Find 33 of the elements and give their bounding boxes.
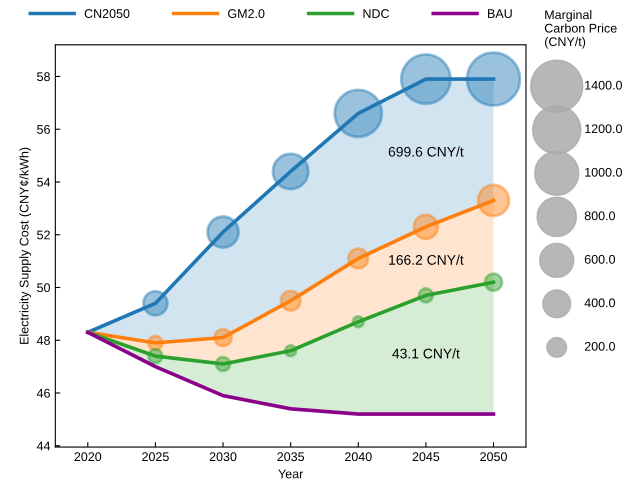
x-axis-title: Year bbox=[278, 470, 304, 478]
legend-label: 600.0 bbox=[584, 254, 616, 264]
legend-title: Marginal Carbon Price (CNY/t) bbox=[544, 10, 617, 49]
legend-label: 200.0 bbox=[584, 342, 616, 351]
y-tick-label: 50 bbox=[37, 283, 50, 292]
line-series bbox=[86, 330, 496, 416]
legend-label: NDC bbox=[363, 9, 390, 18]
x-tick-label: 2045 bbox=[412, 452, 440, 462]
annotation: 166.2 CNY/t bbox=[389, 254, 464, 265]
legend-label: 1000.0 bbox=[585, 168, 622, 177]
x-tick-label: 2020 bbox=[74, 452, 102, 462]
x-tick-label: 2040 bbox=[345, 452, 372, 462]
y-tick-label: 46 bbox=[36, 388, 50, 398]
legend-label: CN2050 bbox=[84, 9, 130, 18]
annotation: 43.1 CNY/t bbox=[392, 348, 460, 358]
y-tick-label: 58 bbox=[37, 72, 50, 82]
legend-label: 800.0 bbox=[584, 211, 616, 220]
legend-label: 1200.0 bbox=[585, 124, 622, 134]
y-axis-title: Electricity Supply Cost (CNY¢/kWh) bbox=[19, 148, 32, 344]
x-tick-label: 2050 bbox=[480, 452, 507, 462]
x-tick-label: 2030 bbox=[210, 452, 236, 462]
x-tick-label: 2025 bbox=[142, 452, 169, 462]
legend-label: GM2.0 bbox=[228, 9, 264, 18]
y-tick-label: 52 bbox=[37, 230, 50, 240]
y-tick-label: 56 bbox=[37, 125, 50, 134]
legend-label: BAU bbox=[488, 9, 512, 18]
annotation: 699.6 CNY/t bbox=[388, 146, 464, 157]
y-tick-label: 48 bbox=[36, 336, 50, 345]
legend-label: 400.0 bbox=[584, 298, 616, 308]
y-tick-label: 44 bbox=[36, 442, 50, 450]
legend-label: 1400.0 bbox=[585, 80, 622, 90]
y-tick-label: 54 bbox=[37, 178, 50, 187]
x-tick-label: 2035 bbox=[277, 452, 304, 462]
